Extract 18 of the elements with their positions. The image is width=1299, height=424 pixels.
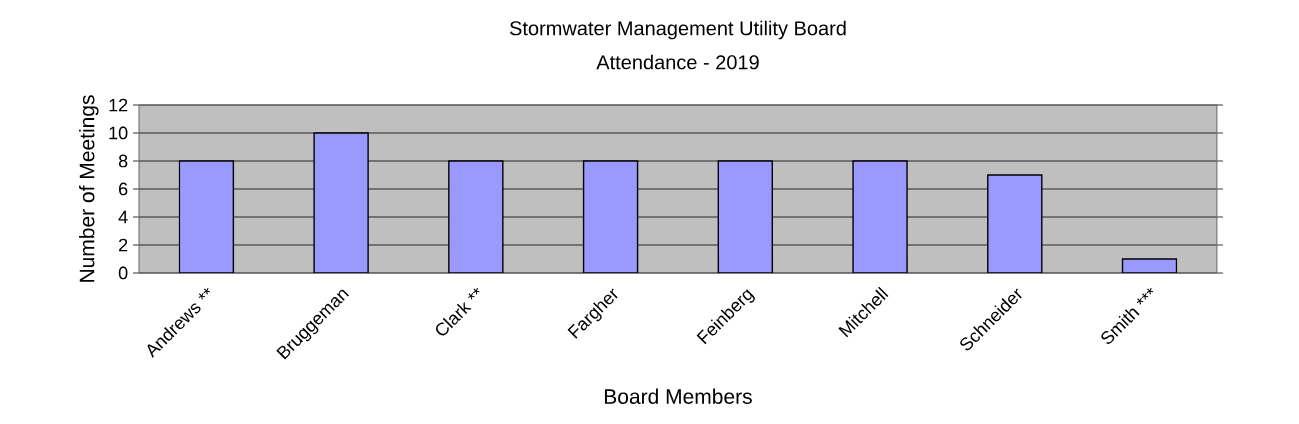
- chart-subtitle: Attendance - 2019: [596, 54, 759, 70]
- y-tick-label: 12: [109, 98, 128, 112]
- y-tick-label: 10: [109, 126, 128, 140]
- chart-title: Stormwater Management Utility Board: [509, 20, 846, 40]
- y-tick-label: 6: [119, 182, 128, 196]
- y-tick-label: 2: [119, 238, 128, 252]
- bar: [852, 160, 908, 273]
- x-axis-title: Board Members: [604, 388, 752, 404]
- y-tick-label: 0: [118, 266, 128, 280]
- bar: [582, 160, 639, 273]
- bar: [178, 160, 235, 273]
- y-tick-label: 8: [118, 154, 128, 168]
- y-axis-title: Number of Meetings: [79, 95, 99, 282]
- bar: [987, 174, 1043, 273]
- bar: [717, 160, 774, 273]
- bar: [448, 160, 504, 273]
- y-tick-label: 4: [118, 210, 128, 224]
- bar: [313, 132, 369, 273]
